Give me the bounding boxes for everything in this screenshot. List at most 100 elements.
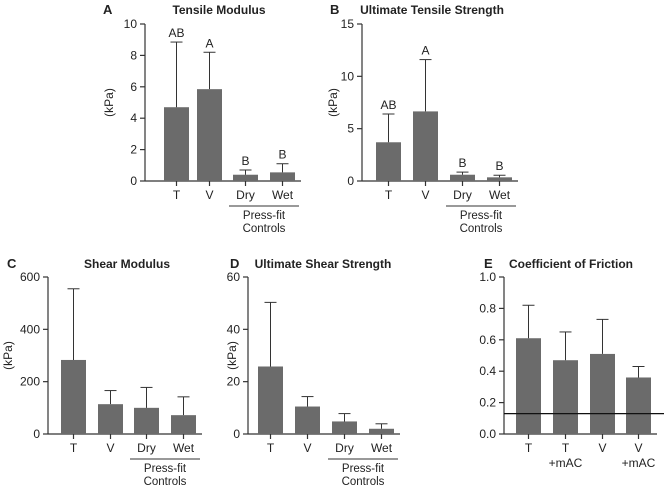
y-tick-label: 400	[20, 322, 40, 336]
x-tick-label: V	[106, 441, 114, 455]
y-tick-label: 60	[227, 270, 241, 284]
y-tick-label: 4	[130, 111, 137, 125]
panel-letter: E	[484, 256, 493, 271]
panel-e: E Coefficient of Friction 0.0 0.2 0.4 0.6 0.8 1…	[479, 256, 664, 470]
y-tick-label: 0	[233, 427, 240, 441]
significance-label: AB	[168, 26, 184, 40]
panel-letter: A	[103, 2, 113, 17]
bar	[233, 174, 258, 181]
bar	[626, 377, 651, 434]
bar	[450, 174, 475, 181]
x-tick-label: V	[205, 188, 213, 202]
chart-title: Coefficient of Friction	[509, 257, 633, 271]
panel-letter: B	[330, 2, 339, 17]
x-tick-label: Dry	[453, 188, 472, 202]
y-axis-label: (kPa)	[1, 341, 15, 370]
bar	[516, 338, 541, 434]
significance-label: A	[421, 44, 429, 58]
y-tick-label: 2	[130, 143, 137, 157]
x-tick-label: Wet	[272, 188, 294, 202]
x-tick-label: T	[562, 441, 570, 455]
x-tick-label: Wet	[371, 441, 393, 455]
y-axis-label: (kPa)	[102, 88, 116, 117]
panel-letter: C	[7, 256, 17, 271]
group-label-line2: Controls	[144, 476, 187, 488]
panel-letter: D	[230, 256, 239, 271]
bar	[197, 89, 222, 181]
significance-label: B	[241, 154, 249, 168]
chart-title: Ultimate Shear Strength	[255, 257, 392, 271]
y-tick-label: 15	[341, 17, 355, 31]
y-tick-label: 0.8	[479, 301, 496, 315]
group-label-line1: Press-fit	[144, 463, 187, 475]
significance-label: B	[495, 159, 503, 173]
y-tick-label: 10	[124, 17, 138, 31]
group-label-line1: Press-fit	[243, 210, 286, 222]
significance-label: AB	[380, 98, 396, 112]
bar	[134, 407, 159, 434]
panel-a: A Tensile Modulus 0 2 4 6 8 10 (kPa) T AB V A Dry B Wet…	[102, 2, 301, 235]
x-tick-label: Dry	[137, 441, 156, 455]
chart-title: Tensile Modulus	[172, 3, 265, 17]
x-tick-label: V	[634, 441, 642, 455]
y-tick-label: 5	[347, 122, 354, 136]
bar	[171, 415, 196, 434]
x-tick-label: T	[267, 441, 275, 455]
x-tick-label: T	[525, 441, 533, 455]
y-tick-label: 600	[20, 270, 40, 284]
y-tick-label: 0.4	[479, 364, 496, 378]
x-tick-label: T	[385, 188, 393, 202]
y-axis-label: (kPa)	[225, 341, 239, 370]
panel-b: B Ultimate Tensile Strength051015(kPa)TAB…	[326, 2, 518, 235]
y-tick-label: 1.0	[479, 270, 496, 284]
x-tick-label: Wet	[489, 188, 511, 202]
x-tick-label: V	[303, 441, 311, 455]
bar	[487, 177, 512, 181]
group-label-line2: Controls	[342, 476, 385, 488]
bar	[376, 142, 401, 181]
bar	[553, 360, 578, 434]
y-tick-label: 40	[227, 322, 241, 336]
y-tick-label: 0	[130, 174, 137, 188]
x-tick-label: T	[70, 441, 78, 455]
y-tick-label: 0.0	[479, 427, 496, 441]
x-tick-label: V	[421, 188, 429, 202]
group-label-line2: Controls	[460, 223, 503, 235]
bar	[258, 366, 283, 434]
group-label-line1: Press-fit	[342, 463, 385, 475]
bar	[164, 107, 189, 181]
y-tick-label: 6	[130, 80, 137, 94]
x-tick-sublabel: +mAC	[622, 456, 656, 470]
significance-label: B	[278, 148, 286, 162]
y-tick-label: 10	[341, 69, 355, 83]
bar	[98, 404, 123, 434]
x-tick-label: T	[173, 188, 181, 202]
chart-title: Ultimate Tensile Strength	[360, 3, 504, 17]
bar	[369, 428, 394, 434]
significance-label: A	[205, 36, 213, 50]
y-tick-label: 0.2	[479, 396, 496, 410]
bar	[295, 406, 320, 434]
bar	[413, 111, 438, 181]
group-label-line2: Controls	[243, 223, 286, 235]
bar	[270, 172, 295, 181]
y-tick-label: 0	[347, 174, 354, 188]
bar	[590, 353, 615, 434]
chart-title: Shear Modulus	[84, 257, 170, 271]
panel-c: C Shear Modulus 0 200 400 600 (kPa) T V Dry Wet Pre…	[1, 256, 202, 488]
x-tick-sublabel: +mAC	[549, 456, 583, 470]
significance-label: B	[458, 156, 466, 170]
y-tick-label: 0	[33, 427, 40, 441]
x-tick-label: Dry	[236, 188, 255, 202]
bar	[332, 421, 357, 434]
x-tick-label: Dry	[335, 441, 354, 455]
x-tick-label: Wet	[173, 441, 195, 455]
y-tick-label: 8	[130, 48, 137, 62]
x-tick-label: V	[598, 441, 606, 455]
bar	[61, 359, 86, 434]
panel-d: D Ultimate Shear Strength 0 20 40 60 (kPa) T V Dr…	[225, 256, 400, 488]
y-tick-label: 20	[227, 375, 241, 389]
y-tick-label: 0.6	[479, 333, 496, 347]
y-axis-label: (kPa)	[326, 88, 340, 117]
